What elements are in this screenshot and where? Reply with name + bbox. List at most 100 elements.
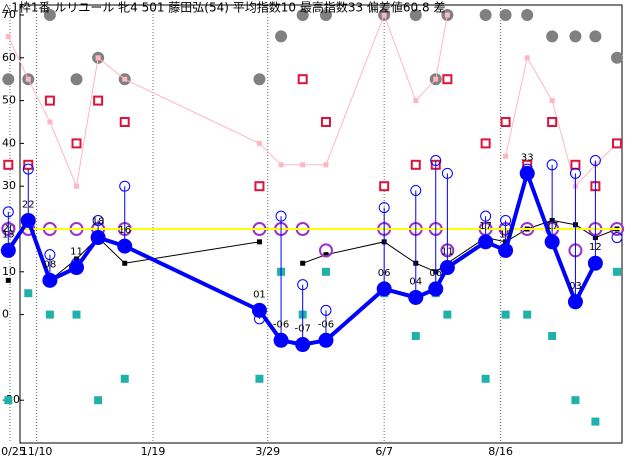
y-tick-label: 70 bbox=[2, 8, 16, 21]
data-label: 11 bbox=[441, 247, 454, 258]
marker bbox=[411, 332, 420, 340]
marker bbox=[521, 9, 534, 21]
marker bbox=[549, 98, 555, 104]
marker bbox=[501, 310, 510, 319]
marker bbox=[275, 210, 287, 222]
marker bbox=[122, 260, 128, 266]
marker bbox=[74, 256, 80, 262]
y-tick-label: 10 bbox=[2, 265, 16, 278]
marker bbox=[567, 294, 583, 310]
marker bbox=[481, 374, 490, 383]
data-label: 03 bbox=[569, 281, 582, 292]
marker bbox=[42, 272, 58, 288]
data-label: 17 bbox=[479, 221, 492, 232]
chart-title: △1枠1番 ルリユール 牝4 501 藤田弘(54) 平均指数10 最高指数33… bbox=[2, 0, 445, 15]
marker bbox=[297, 74, 308, 85]
marker bbox=[0, 242, 16, 258]
marker bbox=[320, 304, 332, 316]
main-line bbox=[6, 166, 598, 347]
marker bbox=[20, 212, 36, 228]
marker bbox=[589, 30, 602, 43]
marker bbox=[376, 281, 392, 297]
marker bbox=[443, 310, 452, 319]
marker bbox=[612, 138, 623, 149]
marker bbox=[69, 260, 85, 276]
data-label: -07 bbox=[295, 324, 311, 335]
data-label: 04 bbox=[409, 276, 422, 287]
marker bbox=[93, 95, 104, 106]
marker bbox=[379, 181, 390, 192]
marker bbox=[273, 332, 289, 348]
data-label: 15 bbox=[499, 229, 512, 240]
marker bbox=[410, 159, 421, 170]
marker bbox=[95, 55, 101, 61]
x-tick-label: 11/10 bbox=[21, 445, 53, 458]
marker bbox=[569, 30, 582, 43]
marker bbox=[587, 255, 603, 271]
marker bbox=[323, 162, 329, 168]
data-label: -06 bbox=[318, 319, 334, 330]
marker bbox=[413, 98, 419, 104]
x-tick-label: 3/29 bbox=[255, 445, 280, 458]
marker bbox=[442, 74, 453, 85]
marker bbox=[119, 180, 131, 192]
y-tick-label: 40 bbox=[2, 136, 16, 149]
marker bbox=[22, 163, 34, 175]
marker bbox=[72, 310, 81, 319]
marker bbox=[45, 310, 54, 319]
marker bbox=[524, 55, 530, 61]
marker bbox=[119, 117, 130, 127]
marker bbox=[480, 210, 492, 222]
marker bbox=[569, 167, 581, 179]
marker bbox=[503, 153, 509, 159]
marker bbox=[499, 9, 512, 21]
data-label: 22 bbox=[22, 199, 35, 210]
data-label: 18 bbox=[92, 217, 105, 228]
marker bbox=[92, 214, 104, 226]
marker bbox=[122, 76, 128, 82]
data-label: 17 bbox=[546, 221, 559, 232]
marker bbox=[378, 202, 390, 214]
marker bbox=[23, 159, 34, 170]
marker bbox=[519, 165, 535, 181]
plot-frame bbox=[19, 4, 623, 444]
data-label: 11 bbox=[70, 247, 83, 258]
marker bbox=[74, 183, 80, 189]
marker bbox=[297, 279, 309, 291]
marker bbox=[25, 76, 31, 82]
marker bbox=[478, 234, 494, 250]
data-label: 08 bbox=[44, 259, 57, 270]
marker bbox=[256, 140, 262, 146]
data-label: -06 bbox=[273, 319, 289, 330]
marker bbox=[613, 267, 622, 276]
marker bbox=[321, 267, 330, 276]
marker bbox=[323, 252, 329, 258]
marker bbox=[43, 9, 56, 21]
marker bbox=[480, 138, 491, 149]
marker bbox=[544, 234, 560, 250]
y-tick-label: 0 bbox=[2, 308, 9, 321]
marker bbox=[275, 30, 288, 43]
marker bbox=[4, 396, 13, 405]
marker bbox=[24, 289, 33, 298]
marker bbox=[570, 159, 581, 170]
marker bbox=[300, 162, 306, 168]
data-label: 33 bbox=[521, 152, 534, 163]
marker bbox=[444, 12, 450, 18]
marker bbox=[430, 155, 442, 167]
marker bbox=[44, 95, 55, 106]
marker bbox=[433, 76, 439, 82]
marker bbox=[546, 159, 558, 171]
marker bbox=[278, 162, 284, 168]
marker bbox=[117, 238, 133, 254]
y-tick-label: 50 bbox=[2, 94, 16, 107]
data-label: 06 bbox=[378, 268, 391, 279]
marker bbox=[548, 332, 557, 340]
marker bbox=[2, 73, 15, 86]
marker bbox=[410, 184, 422, 196]
marker bbox=[408, 289, 424, 305]
marker bbox=[546, 30, 559, 43]
x-tick-label: 1/19 bbox=[141, 445, 166, 458]
